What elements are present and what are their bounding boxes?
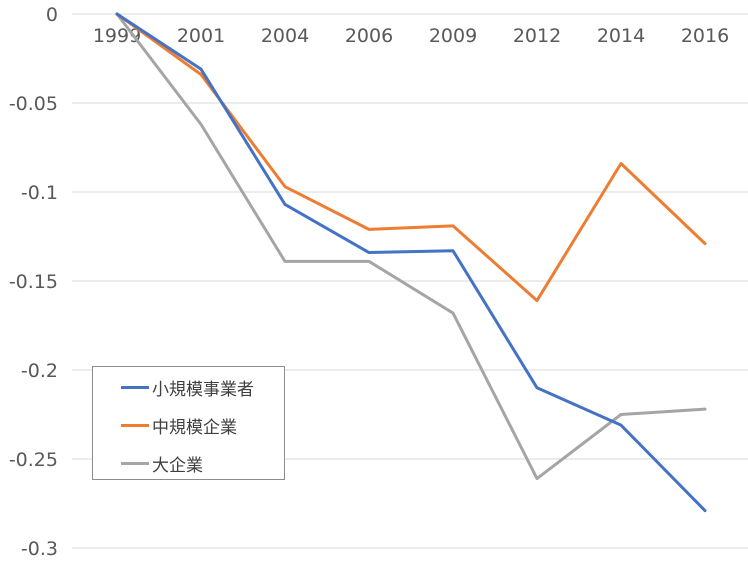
legend-item-small-business: 小規模事業者 [121,375,254,400]
chart-legend: 小規模事業者 中規模企業 大企業 [92,366,285,480]
x-tick-label: 2016 [681,25,729,47]
y-tick-label: -0.25 [9,449,58,471]
legend-item-medium-enterprise: 中規模企業 [121,413,237,438]
y-tick-label: -0.05 [9,93,58,115]
series-line [115,12,707,303]
y-tick-label: -0.15 [9,271,58,293]
x-axis-labels: 1999 2001 2004 2006 2009 2012 2014 2016 [93,25,729,47]
series-line [115,12,707,513]
x-tick-label: 2014 [597,25,645,47]
legend-label: 小規模事業者 [152,379,254,400]
data-series [115,12,707,513]
legend-swatch-blue [121,385,149,389]
x-tick-label: 2001 [177,25,225,47]
y-tick-label: -0.3 [21,538,58,560]
legend-swatch-orange [121,423,149,427]
x-tick-label: 2004 [261,25,309,47]
x-tick-label: 2009 [429,25,477,47]
y-tick-label: -0.1 [21,182,58,204]
legend-label: 中規模企業 [152,417,237,438]
y-tick-label: 0 [46,4,58,26]
legend-swatch-gray [121,461,149,465]
legend-label: 大企業 [152,455,203,476]
x-tick-label: 2012 [513,25,561,47]
y-tick-label: -0.2 [21,360,58,382]
series-line [115,12,707,481]
y-axis-labels: 0 -0.05 -0.1 -0.15 -0.2 -0.25 -0.3 [9,4,58,560]
legend-item-large-enterprise: 大企業 [121,451,203,476]
x-tick-label: 2006 [345,25,393,47]
